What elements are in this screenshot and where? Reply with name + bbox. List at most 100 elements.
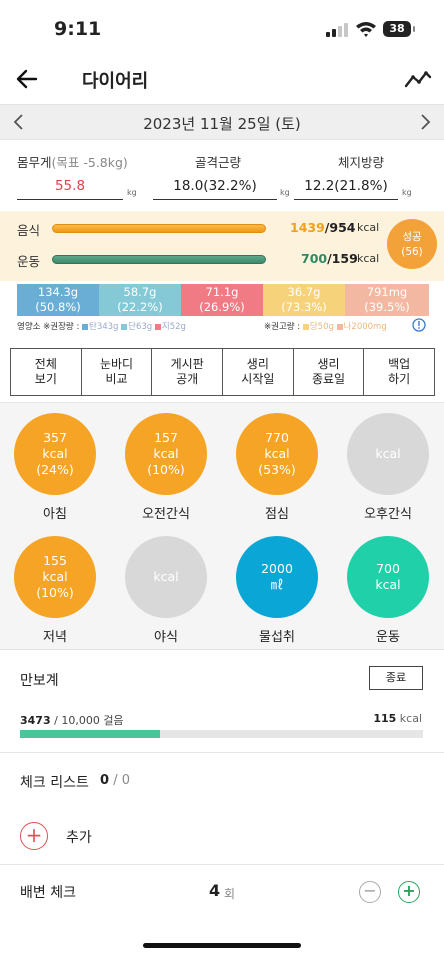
backup-button[interactable]: 백업 하기: [364, 349, 435, 395]
meal-name: 저녁: [43, 630, 67, 645]
legend-fat: 지52g: [161, 322, 186, 332]
calorie-summary: 음식 1439/954 kcal 운동 700/159 kcal 성공 (56): [0, 211, 444, 281]
food-label: 음식: [17, 223, 41, 238]
meal-late-snack[interactable]: kcal 야식: [116, 536, 216, 645]
meal-name: 운동: [376, 630, 400, 645]
period-start-button[interactable]: 생리 시작일: [223, 349, 294, 395]
success-badge[interactable]: 성공 (56): [387, 219, 437, 269]
btn-line2: 시작일: [241, 372, 275, 386]
meal-circle: 770 kcal (53%): [236, 413, 318, 495]
nutrient-pct: (22.2%): [117, 300, 163, 314]
protein-swatch: [121, 323, 128, 330]
meal-circle: 157 kcal (10%): [125, 413, 207, 495]
exercise-unit: kcal: [357, 252, 380, 265]
info-icon[interactable]: [412, 318, 426, 332]
btn-line2: 종료일: [311, 372, 346, 386]
nutrient-carb: 134.3g (50.8%): [17, 284, 99, 316]
fat-unit: kg: [402, 188, 412, 197]
view-all-button[interactable]: 전체 보기: [11, 349, 82, 395]
legend-right: ※권고량 : 당50g 나2000mg: [264, 320, 387, 332]
wifi-icon: [356, 22, 376, 37]
add-label[interactable]: 추가: [66, 830, 92, 846]
plus-icon[interactable]: +: [398, 881, 420, 903]
meal-afternoon-snack[interactable]: kcal 오후간식: [338, 413, 438, 522]
board-public-button[interactable]: 게시판 공개: [152, 349, 224, 395]
trend-chart-icon[interactable]: [404, 66, 432, 92]
checklist-total: / 0: [113, 773, 130, 788]
water-intake[interactable]: 2000 ㎖ 물섭취: [227, 536, 327, 645]
eye-body-compare-button[interactable]: 눈바디 비교: [81, 349, 153, 395]
success-count: (56): [401, 246, 423, 258]
meal-unit: kcal: [264, 446, 290, 461]
btn-line1: 눈바디: [99, 357, 134, 371]
divider: [0, 864, 444, 865]
legend-prefix: 영양소 ※권장량 :: [17, 322, 83, 332]
period-end-button[interactable]: 생리 종료일: [293, 349, 365, 395]
chevron-right-icon[interactable]: [416, 112, 434, 132]
btn-line2: 보기: [34, 372, 57, 386]
chevron-left-icon[interactable]: [10, 112, 28, 132]
pedometer-title: 만보계: [20, 673, 59, 689]
step-progress-fill: [20, 730, 160, 738]
status-time: 9:11: [54, 18, 102, 40]
carb-swatch: [82, 323, 89, 330]
exercise-sep: /: [327, 251, 332, 266]
food-value: 1439: [290, 220, 325, 235]
exercise-value: 700: [301, 251, 328, 266]
success-text: 성공: [402, 231, 422, 243]
nutrient-amount: 36.7g: [287, 285, 321, 299]
btn-line1: 게시판: [170, 357, 204, 371]
legend-carb: 탄343g: [89, 322, 119, 332]
muscle-field[interactable]: 18.0(32.2%): [153, 178, 277, 200]
meal-value: 2000: [261, 561, 293, 576]
weight-field[interactable]: 55.8: [17, 178, 123, 200]
signal-icon: [326, 23, 348, 37]
nutrient-pct: (39.5%): [364, 300, 410, 314]
step-progress-bar: [20, 730, 423, 738]
meal-value: 357: [43, 430, 67, 445]
pedometer-kcal: 115 kcal: [373, 712, 422, 725]
app-header: 다이어리: [0, 58, 444, 104]
current-date[interactable]: 2023년 11월 25일 (토): [143, 115, 301, 133]
meal-name: 점심: [265, 507, 289, 522]
meal-lunch[interactable]: 770 kcal (53%) 점심: [227, 413, 327, 522]
sugar-swatch: [302, 323, 309, 330]
meal-unit: kcal: [42, 446, 68, 461]
fat-label: 체지방량: [338, 155, 385, 170]
meal-unit: kcal: [153, 446, 179, 461]
sodium-swatch: [336, 323, 343, 330]
nutrient-amount: 134.3g: [37, 285, 79, 299]
legend-sugar: 당50g: [309, 322, 334, 332]
meal-morning-snack[interactable]: 157 kcal (10%) 오전간식: [116, 413, 216, 522]
btn-line1: 전체: [34, 357, 57, 371]
meal-circle: 700 kcal: [347, 536, 429, 618]
nutrient-sodium: 791mg (39.5%): [345, 284, 429, 316]
meal-dinner[interactable]: 155 kcal (10%) 저녁: [5, 536, 105, 645]
btn-line2: 공개: [176, 372, 199, 386]
btn-line2: 비교: [105, 372, 128, 386]
meal-name: 아침: [43, 507, 67, 522]
nutrient-legend: 영양소 ※권장량 : 탄343g 단63g 지52g ※권고량 : 당50g 나…: [17, 320, 429, 334]
meal-breakfast[interactable]: 357 kcal (24%) 아침: [5, 413, 105, 522]
exercise-entry[interactable]: 700 kcal 운동: [338, 536, 438, 645]
fat-field[interactable]: 12.2(21.8%): [294, 178, 398, 200]
checklist-count: 0 / 0: [100, 773, 130, 788]
steps-value: 3473: [20, 714, 51, 727]
meal-name: 오후간식: [364, 507, 412, 522]
back-arrow-icon[interactable]: [14, 66, 40, 92]
pedometer-end-button[interactable]: 종료: [369, 666, 423, 690]
add-checklist-button[interactable]: +: [20, 822, 48, 850]
meal-value: 155: [43, 553, 67, 568]
steps-goal: / 10,000 걸음: [54, 714, 124, 727]
meal-value: 770: [265, 430, 289, 445]
minus-icon[interactable]: −: [359, 881, 381, 903]
meal-pct: (10%): [36, 585, 74, 600]
nutrient-protein: 58.7g (22.2%): [99, 284, 181, 316]
pedometer-kcal-unit: kcal: [399, 712, 422, 725]
food-unit: kcal: [357, 221, 380, 234]
meal-unit: kcal: [375, 446, 401, 461]
meal-pct: (24%): [36, 462, 74, 477]
nutrient-fat: 71.1g (26.9%): [181, 284, 263, 316]
nutrient-pct: (73.3%): [281, 300, 327, 314]
bowel-unit: 회: [224, 887, 236, 901]
